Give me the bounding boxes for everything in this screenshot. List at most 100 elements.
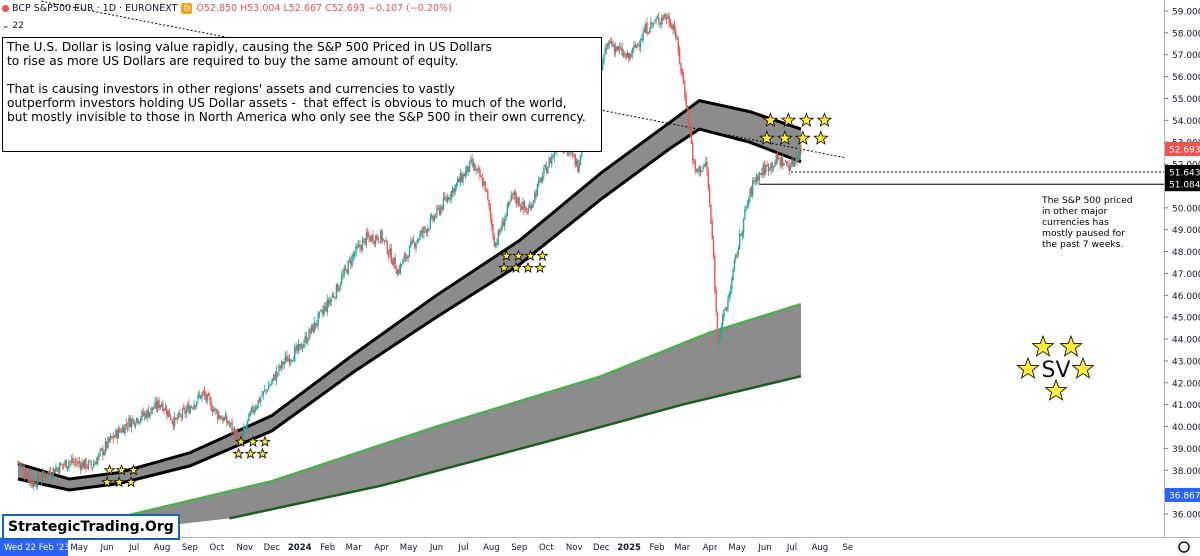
candle-body: [778, 157, 780, 159]
candle-body: [604, 47, 606, 54]
candle-body: [628, 52, 630, 59]
price-tag-label: 51.084: [1169, 181, 1200, 191]
candle-body: [664, 13, 666, 17]
candle-body: [699, 166, 702, 173]
candle-body: [330, 298, 332, 302]
candle-body: [257, 399, 259, 408]
candle-body: [607, 43, 609, 49]
candle-body: [701, 170, 703, 172]
candle-body: [60, 464, 62, 466]
sv-star-marker: [1071, 356, 1095, 379]
candle-body: [416, 239, 419, 243]
candle-body: [175, 418, 177, 420]
candle-body: [205, 394, 207, 400]
candle-body: [673, 24, 676, 31]
candle-body: [31, 481, 34, 487]
candle-body: [29, 478, 31, 482]
candle-body: [476, 168, 479, 170]
candle-body: [46, 476, 48, 478]
candle-body: [432, 216, 434, 220]
candle-body: [164, 407, 167, 411]
flag-icon[interactable]: D: [181, 3, 193, 14]
candle-body: [380, 230, 382, 243]
brand-watermark: StrategicTrading.Org: [2, 514, 180, 540]
candle-body: [291, 360, 293, 362]
candle-body: [142, 411, 144, 416]
candle-body: [197, 394, 199, 401]
candle-body: [630, 55, 633, 57]
candle-body: [121, 427, 124, 433]
candle-body: [313, 321, 315, 333]
candle-body: [493, 236, 496, 247]
candle-body: [36, 474, 39, 487]
candle-body: [183, 407, 185, 410]
time-tick-label: Jun: [757, 543, 771, 553]
candle-body: [125, 423, 128, 426]
candle-body: [139, 418, 142, 421]
candle-body: [168, 409, 171, 418]
candle-body: [334, 297, 336, 299]
candle-body: [129, 418, 131, 428]
candle-body: [89, 460, 91, 462]
candle-body: [436, 207, 438, 216]
candle-body: [505, 213, 507, 220]
symbol-title[interactable]: BCP S&P500 EUR · 1D · EURONEXT: [12, 3, 178, 14]
candle-body: [373, 241, 375, 244]
candle-body: [307, 340, 309, 343]
candle-body: [660, 18, 663, 25]
candle-body: [459, 173, 462, 184]
candle-body: [728, 293, 730, 300]
candle-body: [350, 260, 352, 265]
candle-body: [352, 254, 355, 257]
candle-body: [541, 175, 544, 182]
candle-body: [59, 462, 61, 474]
candle-body: [648, 30, 651, 33]
candle-body: [64, 461, 66, 465]
candle-body: [624, 53, 626, 55]
indicator-legend[interactable]: ⌄ 22: [2, 21, 24, 31]
candle-body: [369, 236, 372, 242]
candle-body: [203, 391, 206, 396]
candle-body: [189, 406, 191, 414]
candle-body: [227, 421, 229, 424]
candle-body: [765, 165, 767, 173]
candle-body: [278, 365, 280, 372]
candle-body: [651, 22, 653, 24]
candle-body: [500, 230, 502, 232]
candle-body: [510, 195, 512, 200]
candle-body: [132, 418, 134, 421]
star-marker: [536, 249, 549, 261]
candle-body: [95, 461, 97, 465]
candle-body: [521, 206, 523, 211]
candle-body: [331, 294, 334, 298]
candle-body: [211, 409, 214, 412]
candle-body: [395, 270, 398, 274]
time-axis: Wed 22 Feb '23 May Jun Jul Aug Sep Oct Nov Dec 20…: [0, 537, 1200, 556]
candle-body: [167, 410, 169, 417]
candle-body: [573, 155, 575, 157]
candle-body: [746, 204, 749, 207]
candle-body: [243, 427, 245, 435]
candle-body: [214, 408, 216, 411]
candle-body: [792, 160, 794, 166]
candle-body: [233, 428, 236, 439]
candle-body: [73, 462, 75, 464]
time-tick-label: Jun: [429, 543, 443, 553]
candle-body: [269, 385, 271, 387]
candle-body: [327, 299, 330, 304]
candle-body: [236, 431, 238, 442]
candle-body: [363, 238, 365, 240]
candle-body: [391, 261, 394, 265]
candle-body: [339, 285, 342, 287]
candle-body: [353, 253, 356, 256]
gear-icon[interactable]: [1178, 541, 1190, 553]
candle-body: [335, 283, 338, 299]
candle-body: [428, 228, 430, 230]
candle-body: [267, 386, 270, 391]
price-tick-label: 48.000: [1172, 248, 1200, 258]
candle-body: [92, 463, 95, 467]
candle-body: [65, 459, 67, 469]
candle-body: [321, 310, 323, 313]
candle-body: [241, 433, 244, 439]
candle-body: [762, 165, 764, 176]
